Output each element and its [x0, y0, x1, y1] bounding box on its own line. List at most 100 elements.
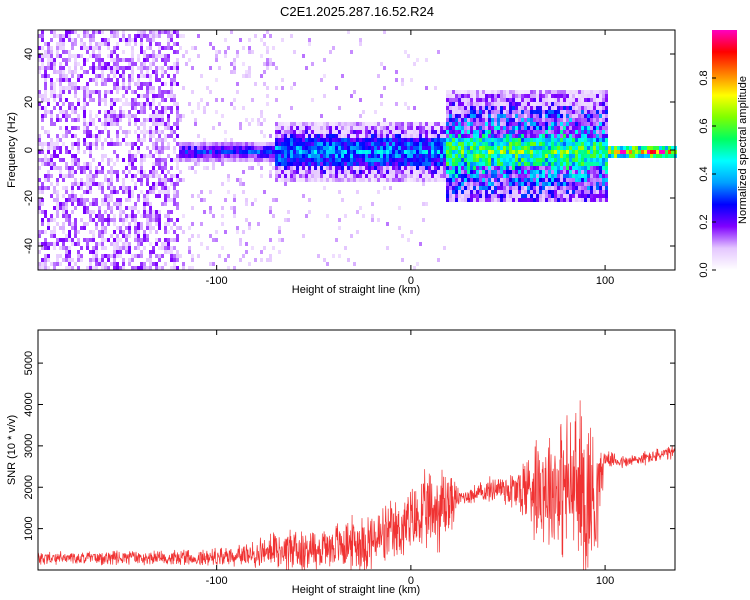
spectrogram-cell — [206, 154, 209, 158]
spectrogram-cell — [548, 150, 551, 154]
spectrogram-cell — [116, 242, 119, 246]
spectrogram-cell — [365, 154, 368, 158]
spectrogram-cell — [545, 102, 548, 106]
spectrogram-cell — [524, 126, 527, 130]
spectrogram-cell — [95, 46, 98, 50]
spectrogram-cell — [209, 142, 212, 146]
spectrogram-cell — [548, 158, 551, 162]
spectrogram-cell — [236, 150, 239, 154]
spectrogram-cell — [518, 106, 521, 110]
spectrogram-cell — [407, 158, 410, 162]
spectrogram-cell — [443, 170, 446, 174]
spectrogram-cell — [455, 150, 458, 154]
spectrogram-cell — [116, 90, 119, 94]
spectrogram-cell — [575, 150, 578, 154]
spectrogram-cell — [491, 114, 494, 118]
spectrogram-cell — [278, 158, 281, 162]
spectrogram-cell — [431, 130, 434, 134]
spectrogram-cell — [116, 70, 119, 74]
spectrogram-cell — [41, 222, 44, 226]
spectrogram-cell — [422, 166, 425, 170]
spectrogram-cell — [485, 142, 488, 146]
spectrogram-cell — [467, 102, 470, 106]
spectrogram-cell — [56, 206, 59, 210]
spectrogram-cell — [356, 162, 359, 166]
spectrogram-cell — [278, 114, 281, 118]
spectrogram-cell — [170, 250, 173, 254]
spectrogram-cell — [494, 194, 497, 198]
spectrogram-cell — [47, 66, 50, 70]
spectrogram-cell — [443, 122, 446, 126]
spectrogram-cell — [458, 94, 461, 98]
spectrogram-cell — [581, 170, 584, 174]
spectrogram-cell — [503, 118, 506, 122]
spectrogram-cell — [509, 182, 512, 186]
spectrogram-cell — [116, 202, 119, 206]
spectrogram-cell — [170, 46, 173, 50]
spectrogram-cell — [530, 146, 533, 150]
spectrogram-cell — [518, 166, 521, 170]
spectrogram-cell — [476, 114, 479, 118]
spectrogram-cell — [602, 186, 605, 190]
spectrogram-cell — [485, 150, 488, 154]
spectrogram-cell — [167, 94, 170, 98]
spectrogram-cell — [494, 174, 497, 178]
spectrogram-cell — [167, 210, 170, 214]
spectrogram-cell — [356, 138, 359, 142]
spectrogram-cell — [50, 138, 53, 142]
spectrogram-cell — [563, 150, 566, 154]
spectrogram-cell — [359, 154, 362, 158]
spectrogram-cell — [188, 226, 191, 230]
spectrogram-cell — [287, 130, 290, 134]
spectrogram-cell — [455, 130, 458, 134]
spectrogram-cell — [605, 174, 608, 178]
spectrogram-cell — [176, 162, 179, 166]
spectrogram-cell — [131, 266, 134, 270]
spectrogram-cell — [218, 150, 221, 154]
spectrogram-cell — [119, 266, 122, 270]
spectrogram-cell — [116, 226, 119, 230]
spectrogram-cell — [167, 118, 170, 122]
spectrogram-cell — [65, 134, 68, 138]
spectrogram-cell — [578, 130, 581, 134]
spectrogram-cell — [539, 138, 542, 142]
spectrogram-cell — [545, 186, 548, 190]
spectrogram-cell — [521, 174, 524, 178]
spectrogram-cell — [113, 190, 116, 194]
spectrogram-cell — [632, 150, 635, 154]
spectrogram-cell — [92, 134, 95, 138]
spectrogram-cell — [131, 210, 134, 214]
spectrogram-cell — [227, 146, 230, 150]
spectrogram-cell — [428, 174, 431, 178]
spectrogram-cell — [395, 154, 398, 158]
spectrogram-cell — [386, 142, 389, 146]
spectrogram-cell — [86, 210, 89, 214]
spectrogram-cell — [230, 154, 233, 158]
spectrogram-cell — [539, 122, 542, 126]
spectrogram-cell — [53, 62, 56, 66]
spectrogram-cell — [548, 90, 551, 94]
spectrogram-cell — [389, 178, 392, 182]
spectrogram-cell — [308, 154, 311, 158]
spectrogram-cell — [125, 190, 128, 194]
spectrogram-cell — [53, 122, 56, 126]
spectrogram-cell — [62, 42, 65, 46]
spectrogram-cell — [152, 246, 155, 250]
spectrogram-cell — [287, 138, 290, 142]
spectrogram-cell — [551, 170, 554, 174]
spectrogram-cell — [506, 146, 509, 150]
spectrogram-cell — [437, 170, 440, 174]
spectrogram-cell — [134, 234, 137, 238]
spectrogram-cell — [557, 170, 560, 174]
spectrogram-cell — [113, 62, 116, 66]
spectrogram-cell — [566, 174, 569, 178]
spectrogram-cell — [605, 110, 608, 114]
spectrogram-cell — [482, 170, 485, 174]
spectrogram-cell — [116, 262, 119, 266]
spectrogram-cell — [44, 86, 47, 90]
spectrogram-cell — [560, 158, 563, 162]
spectrogram-cell — [473, 110, 476, 114]
spectrogram-cell — [299, 170, 302, 174]
spectrogram-cell — [452, 130, 455, 134]
spectrogram-cell — [356, 174, 359, 178]
